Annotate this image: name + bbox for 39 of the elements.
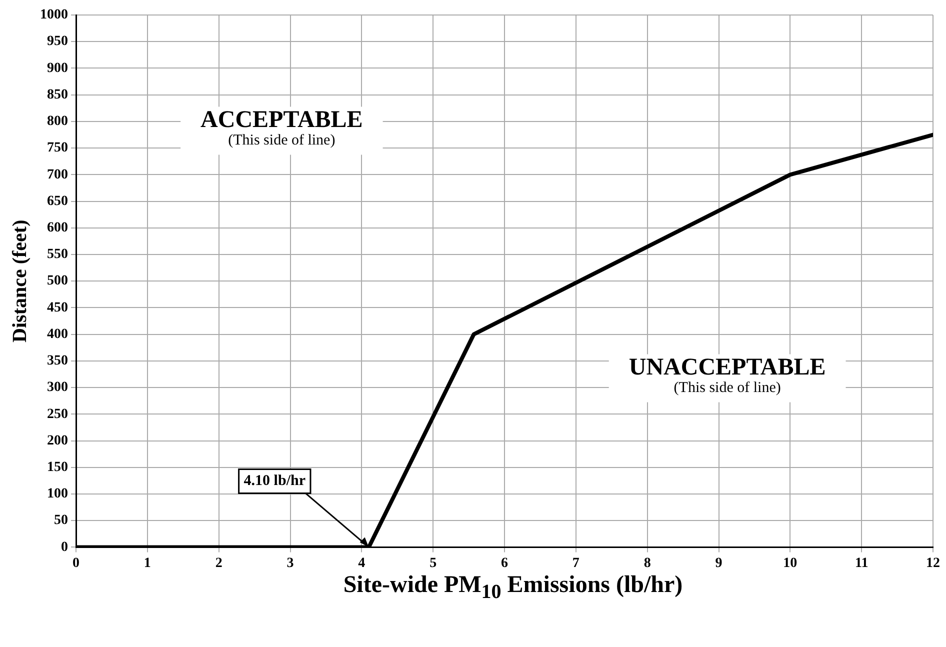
annotation: UNACCEPTABLE (This side of line): [628, 354, 826, 396]
y-tick-label: 150: [47, 460, 68, 475]
x-tick-label: 8: [644, 556, 651, 572]
x-tick-label: 12: [926, 556, 940, 572]
x-tick-label: 4: [358, 556, 366, 572]
y-tick-label: 750: [47, 140, 68, 156]
annotation: 4.10 lb/hr: [244, 473, 306, 490]
y-tick-label: 700: [47, 167, 68, 182]
x-tick-label: 1: [144, 556, 151, 572]
y-tick-label: 450: [47, 300, 68, 316]
y-tick-label: 250: [47, 406, 68, 422]
y-tick-label: 400: [47, 326, 68, 342]
y-tick-label: 950: [47, 34, 68, 50]
x-tick-label: 5: [430, 556, 437, 572]
y-axis-title: Distance (feet): [9, 220, 32, 342]
y-tick-label: 650: [47, 194, 68, 209]
y-tick-label: 500: [47, 274, 68, 289]
y-tick-label: 1000: [40, 8, 68, 23]
x-tick-label: 11: [854, 556, 868, 572]
y-tick-label: 800: [47, 114, 68, 130]
y-tick-label: 0: [61, 540, 68, 555]
annotation: ACCEPTABLE (This side of line): [200, 106, 363, 149]
y-tick-label: 550: [47, 247, 68, 262]
x-tick-label: 9: [715, 556, 722, 572]
y-tick-label: 50: [54, 513, 68, 528]
x-tick-label: 3: [286, 556, 294, 572]
y-tick-label: 900: [47, 60, 68, 76]
y-tick-label: 100: [47, 486, 68, 502]
x-tick-label: 2: [215, 556, 222, 572]
x-tick-label: 6: [501, 556, 508, 572]
y-tick-label: 850: [47, 87, 68, 102]
x-tick-label: 7: [572, 556, 580, 572]
x-axis-title: Site-wide PM$_{10}$ Emissions (lb/hr): [342, 572, 684, 604]
x-tick-label: 0: [72, 556, 80, 572]
x-tick-label: 10: [783, 556, 798, 572]
y-tick-label: 350: [47, 354, 68, 369]
y-tick-label: 300: [47, 380, 68, 396]
y-tick-label: 600: [47, 220, 68, 236]
y-tick-label: 200: [47, 433, 68, 448]
